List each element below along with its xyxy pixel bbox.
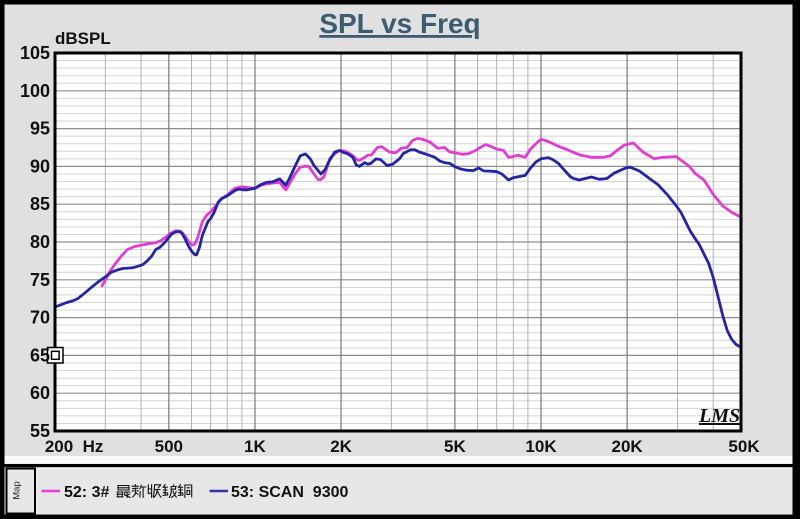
svg-text:1K: 1K	[244, 437, 266, 456]
svg-text:85: 85	[30, 194, 50, 214]
svg-text:Map: Map	[12, 481, 23, 499]
svg-text:53: SCAN 9300: 53: SCAN 9300	[231, 484, 348, 501]
svg-text:65: 65	[30, 345, 50, 365]
svg-text:200: 200	[45, 437, 73, 456]
svg-text:70: 70	[30, 308, 50, 328]
svg-text:2K: 2K	[330, 437, 352, 456]
svg-text:10K: 10K	[525, 437, 557, 456]
svg-text:5K: 5K	[444, 437, 466, 456]
svg-text:dBSPL: dBSPL	[55, 29, 111, 48]
svg-text:55: 55	[30, 421, 50, 441]
svg-text:80: 80	[30, 232, 50, 252]
svg-text:52: 3#: 52: 3#	[64, 484, 109, 501]
svg-text:SPL vs Freq: SPL vs Freq	[319, 8, 480, 39]
svg-text:90: 90	[30, 156, 50, 176]
svg-text:105: 105	[20, 43, 50, 63]
svg-text:60: 60	[30, 383, 50, 403]
svg-text:20K: 20K	[612, 437, 644, 456]
svg-text:LMS: LMS	[698, 405, 740, 427]
svg-text:95: 95	[30, 119, 50, 139]
svg-text:100: 100	[20, 81, 50, 101]
svg-text:Hz: Hz	[83, 437, 104, 456]
svg-text:75: 75	[30, 270, 50, 290]
svg-text:500: 500	[155, 437, 183, 456]
svg-text:50K: 50K	[728, 437, 760, 456]
